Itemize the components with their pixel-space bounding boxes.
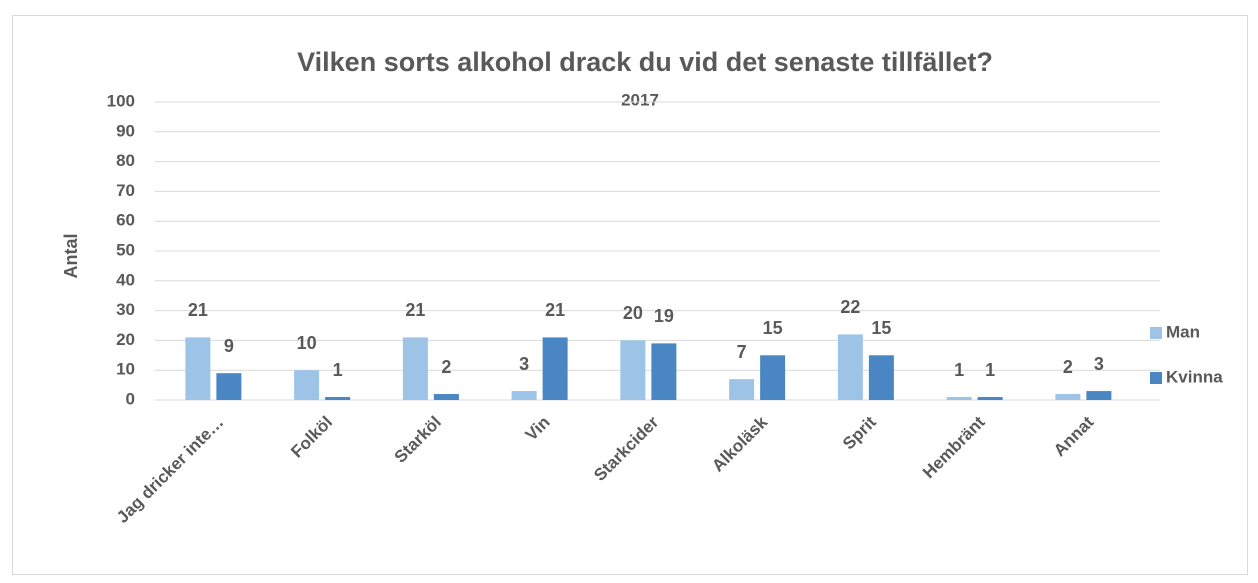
bar [325, 397, 351, 400]
data-label: 19 [654, 306, 674, 326]
bar [216, 373, 242, 400]
data-label: 10 [297, 333, 317, 353]
data-label: 20 [623, 303, 643, 323]
data-label: 3 [519, 354, 529, 374]
bar [402, 337, 428, 400]
bar [294, 370, 320, 400]
data-label: 1 [954, 360, 964, 380]
bar [433, 394, 459, 400]
bar [542, 337, 568, 400]
legend-swatch [1150, 327, 1162, 339]
bar [651, 343, 677, 400]
data-label: 1 [333, 360, 343, 380]
bar [1055, 394, 1081, 400]
y-tick-label: 40 [116, 270, 135, 289]
data-label: 1 [985, 360, 995, 380]
y-tick-label: 20 [116, 330, 135, 349]
y-tick-label: 0 [126, 389, 135, 408]
y-tick-label: 70 [116, 181, 135, 200]
legend-swatch [1150, 372, 1162, 384]
bar [977, 397, 1003, 400]
y-tick-label: 80 [116, 151, 135, 170]
y-tick-label: 60 [116, 211, 135, 230]
y-tick-label: 30 [116, 300, 135, 319]
bar [620, 340, 646, 400]
chart-title: Vilken sorts alkohol drack du vid det se… [297, 47, 993, 77]
legend-label: Man [1166, 322, 1200, 341]
data-label: 21 [405, 300, 425, 320]
bar [760, 355, 786, 400]
data-label: 21 [188, 300, 208, 320]
legend-label: Kvinna [1166, 367, 1223, 386]
bar [837, 334, 863, 400]
bar [868, 355, 894, 400]
data-label: 3 [1094, 354, 1104, 374]
data-label: 21 [545, 300, 565, 320]
y-tick-label: 90 [116, 121, 135, 140]
bar [946, 397, 972, 400]
data-label: 2 [441, 357, 451, 377]
data-label: 15 [763, 318, 783, 338]
y-tick-label: 100 [107, 91, 135, 110]
y-axis-label: Antal [61, 234, 81, 279]
chart-subtitle: 2017 [621, 90, 659, 109]
bar [511, 391, 537, 400]
bar [185, 337, 211, 400]
y-tick-label: 10 [116, 360, 135, 379]
chart-frame [12, 15, 1248, 575]
bar [729, 379, 755, 400]
data-label: 22 [840, 297, 860, 317]
bar [1086, 391, 1112, 400]
data-label: 15 [871, 318, 891, 338]
data-label: 2 [1063, 357, 1073, 377]
data-label: 7 [737, 342, 747, 362]
data-label: 9 [224, 336, 234, 356]
y-tick-label: 50 [116, 240, 135, 259]
